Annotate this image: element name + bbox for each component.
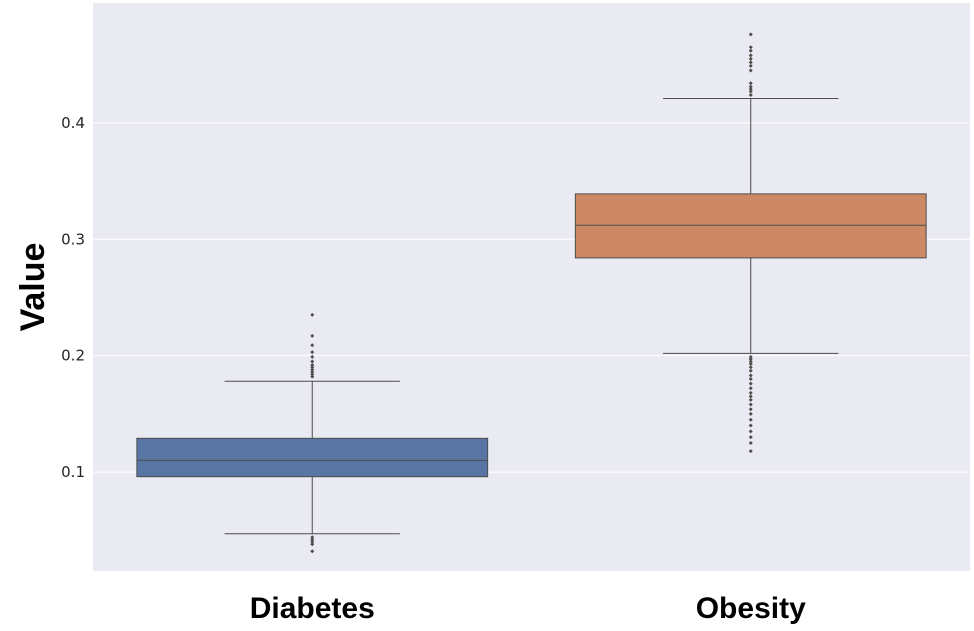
outlier-point bbox=[310, 343, 315, 348]
outlier-point bbox=[310, 372, 315, 377]
outlier-point bbox=[310, 367, 315, 372]
outlier-point bbox=[748, 411, 753, 416]
outlier-point bbox=[748, 361, 753, 366]
outlier-point bbox=[748, 63, 753, 68]
outlier-point bbox=[748, 373, 753, 378]
outlier-point bbox=[310, 539, 315, 544]
outlier-point bbox=[748, 92, 753, 97]
outlier-point bbox=[748, 402, 753, 407]
iqr-box bbox=[574, 193, 927, 259]
outlier-point bbox=[748, 417, 753, 422]
y-tick-label: 0.1 bbox=[61, 463, 85, 481]
y-axis-title: Value bbox=[14, 243, 52, 332]
outlier-point bbox=[748, 357, 753, 362]
outlier-point bbox=[310, 537, 315, 542]
outlier-point bbox=[310, 362, 315, 367]
outlier-point bbox=[748, 365, 753, 370]
outlier-point bbox=[748, 68, 753, 73]
outlier-point bbox=[748, 32, 753, 37]
y-tick-label: 0.4 bbox=[61, 114, 85, 132]
grid-lines bbox=[93, 122, 970, 473]
outlier-point bbox=[748, 368, 753, 373]
boxes bbox=[136, 32, 927, 554]
outlier-point bbox=[748, 429, 753, 434]
outlier-point bbox=[310, 354, 315, 359]
outlier-point bbox=[310, 369, 315, 374]
category-label-diabetes: Diabetes bbox=[250, 592, 375, 625]
outlier-point bbox=[310, 542, 315, 547]
outlier-point bbox=[310, 350, 315, 355]
outlier-point bbox=[748, 48, 753, 53]
outlier-point bbox=[310, 333, 315, 338]
outlier-point bbox=[748, 53, 753, 58]
outlier-point bbox=[310, 535, 315, 540]
plot-area bbox=[93, 3, 970, 571]
outlier-point bbox=[748, 394, 753, 399]
outlier-point bbox=[748, 386, 753, 391]
outlier-point bbox=[748, 81, 753, 86]
iqr-box bbox=[136, 437, 489, 478]
outlier-point bbox=[748, 359, 753, 364]
box-diabetes bbox=[136, 312, 489, 554]
outlier-point bbox=[310, 359, 315, 364]
outlier-point bbox=[310, 549, 315, 554]
outlier-point bbox=[748, 381, 753, 386]
y-tick-label: 0.3 bbox=[61, 230, 85, 248]
outlier-point bbox=[748, 354, 753, 359]
outlier-point bbox=[748, 376, 753, 381]
outlier-point bbox=[748, 435, 753, 440]
outlier-point bbox=[310, 374, 315, 379]
outlier-point bbox=[748, 407, 753, 412]
outlier-point bbox=[748, 87, 753, 92]
outlier-point bbox=[748, 56, 753, 61]
outlier-point bbox=[748, 440, 753, 445]
category-label-obesity: Obesity bbox=[696, 592, 806, 625]
outlier-point bbox=[310, 365, 315, 370]
outlier-point bbox=[748, 390, 753, 395]
category-labels: Diabetes Obesity bbox=[250, 592, 806, 625]
outlier-point bbox=[748, 423, 753, 428]
y-tick-label: 0.2 bbox=[61, 347, 85, 365]
y-tick-labels: 0.1 0.2 0.3 0.4 bbox=[61, 114, 85, 481]
outlier-point bbox=[748, 449, 753, 454]
outlier-point bbox=[310, 312, 315, 317]
outlier-point bbox=[748, 89, 753, 94]
outlier-point bbox=[748, 45, 753, 50]
outlier-point bbox=[748, 84, 753, 89]
outlier-point bbox=[748, 60, 753, 65]
outlier-point bbox=[748, 397, 753, 402]
box-obesity bbox=[574, 32, 927, 454]
